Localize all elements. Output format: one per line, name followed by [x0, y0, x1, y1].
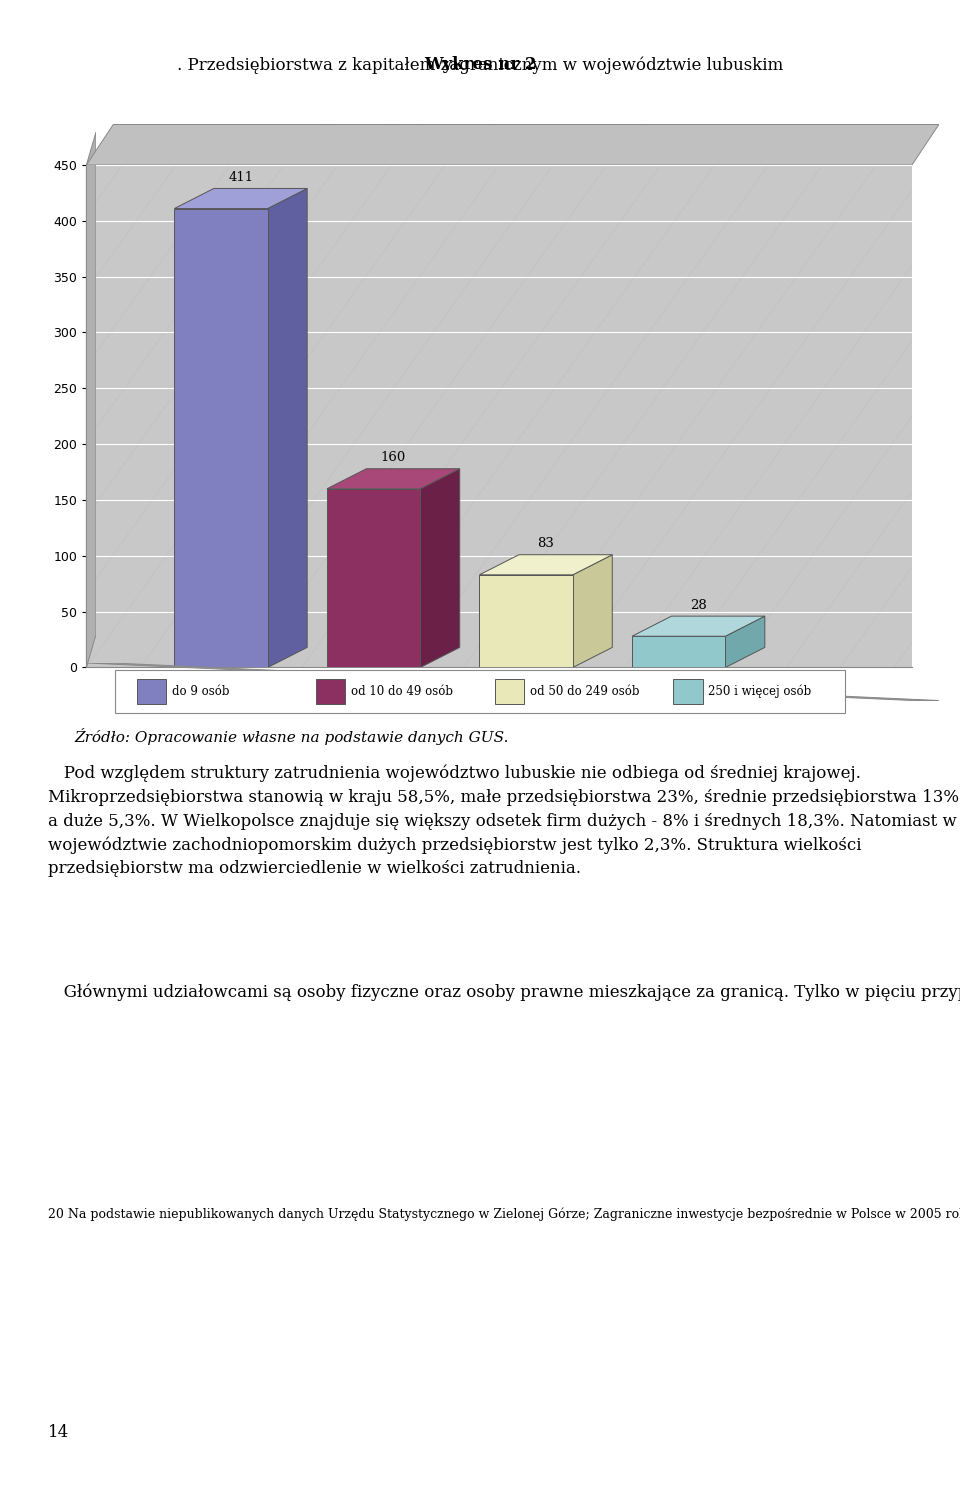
Polygon shape [175, 189, 307, 209]
Text: 83: 83 [538, 537, 554, 550]
Polygon shape [86, 132, 96, 668]
Text: 250 i więcej osób: 250 i więcej osób [708, 684, 811, 699]
Text: . Przedsiębiorstwa z kapitałem zagranicznym w województwie lubuskim: . Przedsiębiorstwa z kapitałem zagranicz… [177, 56, 783, 74]
Text: od 10 do 49 osób: od 10 do 49 osób [350, 686, 453, 698]
Polygon shape [726, 616, 765, 668]
Bar [327, 489, 420, 668]
Text: Pod względem struktury zatrudnienia województwo lubuskie nie odbiega od średniej: Pod względem struktury zatrudnienia woje… [48, 765, 959, 877]
Polygon shape [420, 468, 460, 668]
Text: według wielkości zatrudnienia w 2005 roku.: według wielkości zatrudnienia w 2005 rok… [294, 124, 666, 141]
Bar [632, 636, 726, 668]
Polygon shape [479, 555, 612, 574]
Text: do 9 osób: do 9 osób [172, 686, 229, 698]
Text: Wykres nr 2: Wykres nr 2 [423, 56, 537, 74]
Polygon shape [327, 468, 460, 489]
Text: 14: 14 [48, 1424, 69, 1442]
Text: 28: 28 [690, 598, 707, 612]
Polygon shape [268, 189, 307, 668]
Polygon shape [632, 616, 765, 636]
Bar [479, 574, 573, 668]
Text: Źródło: Opracowanie własne na podstawie danych GUS.: Źródło: Opracowanie własne na podstawie … [74, 728, 509, 746]
Text: 411: 411 [228, 171, 253, 184]
Polygon shape [86, 124, 939, 165]
Text: od 50 do 249 osób: od 50 do 249 osób [530, 686, 639, 698]
Bar [137, 680, 166, 703]
Text: Głównymi udziałowcami są osoby fizyczne oraz osoby prawne mieszkające za granicą: Głównymi udziałowcami są osoby fizyczne … [48, 984, 960, 1000]
Bar [175, 209, 268, 668]
Polygon shape [86, 663, 939, 700]
Bar [494, 680, 524, 703]
Bar [673, 680, 703, 703]
Text: 160: 160 [381, 452, 406, 465]
Bar [316, 680, 345, 703]
Text: 20 Na podstawie niepublikowanych danych Urzędu Statystycznego w Zielonej Górze; : 20 Na podstawie niepublikowanych danych … [48, 1208, 960, 1221]
Polygon shape [573, 555, 612, 668]
